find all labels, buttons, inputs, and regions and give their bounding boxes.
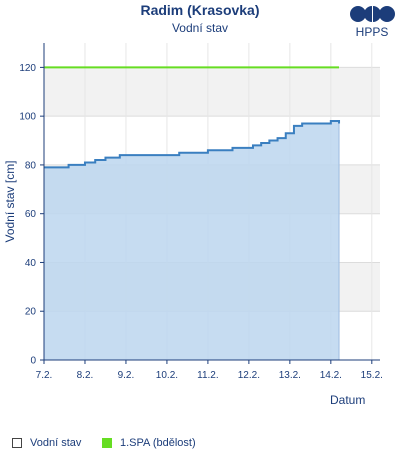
x-tick-label: 14.2. <box>320 370 342 381</box>
chart-subtitle: Vodní stav <box>171 21 229 35</box>
x-tick-label: 7.2. <box>36 370 53 381</box>
y-tick-label: 0 <box>30 356 36 367</box>
legend-label-vodni-stav: Vodní stav <box>30 437 82 449</box>
grid-band-top <box>44 43 380 68</box>
hpps-logo-icon <box>350 6 395 22</box>
x-tick-label: 15.2. <box>361 370 383 381</box>
x-tick-label: 13.2. <box>279 370 301 381</box>
hpps-logo: HPPS <box>346 5 398 41</box>
y-tick-label: 120 <box>19 63 36 74</box>
legend-item-vodni-stav: Vodní stav <box>12 437 81 449</box>
y-tick-label: 100 <box>19 112 36 123</box>
y-tick-label: 20 <box>25 307 37 318</box>
x-tick-label: 8.2. <box>77 370 94 381</box>
series-line-vodni-stav <box>44 120 341 169</box>
y-tick-label: 40 <box>25 258 37 269</box>
chart-title: Radim (Krasovka) <box>140 2 260 18</box>
x-tick-label: 12.2. <box>238 370 260 381</box>
grid-band <box>44 67 380 117</box>
x-tick-label: 9.2. <box>118 370 135 381</box>
y-tick-label: 60 <box>25 209 37 220</box>
x-tick-label: 11.2. <box>197 370 219 381</box>
legend-item-spa: 1.SPA (bdělost) <box>102 437 196 449</box>
legend-swatch-vodni-stav <box>12 438 22 448</box>
legend-label-spa: 1.SPA (bdělost) <box>120 437 196 449</box>
y-tick-label: 80 <box>25 160 37 171</box>
chart-area: 0 20 40 60 80 100 120 7.2. 8.2. 9.2. 10.2. 11.2. 12.… <box>3 43 383 381</box>
series-area-vodni-stav <box>44 121 340 361</box>
logo-text: HPPS <box>355 25 389 39</box>
legend-swatch-spa <box>102 438 112 448</box>
x-axis-label: Datum <box>330 393 366 407</box>
x-tick-label: 10.2. <box>156 370 178 381</box>
y-axis-label: Vodní stav [cm] <box>3 160 17 242</box>
